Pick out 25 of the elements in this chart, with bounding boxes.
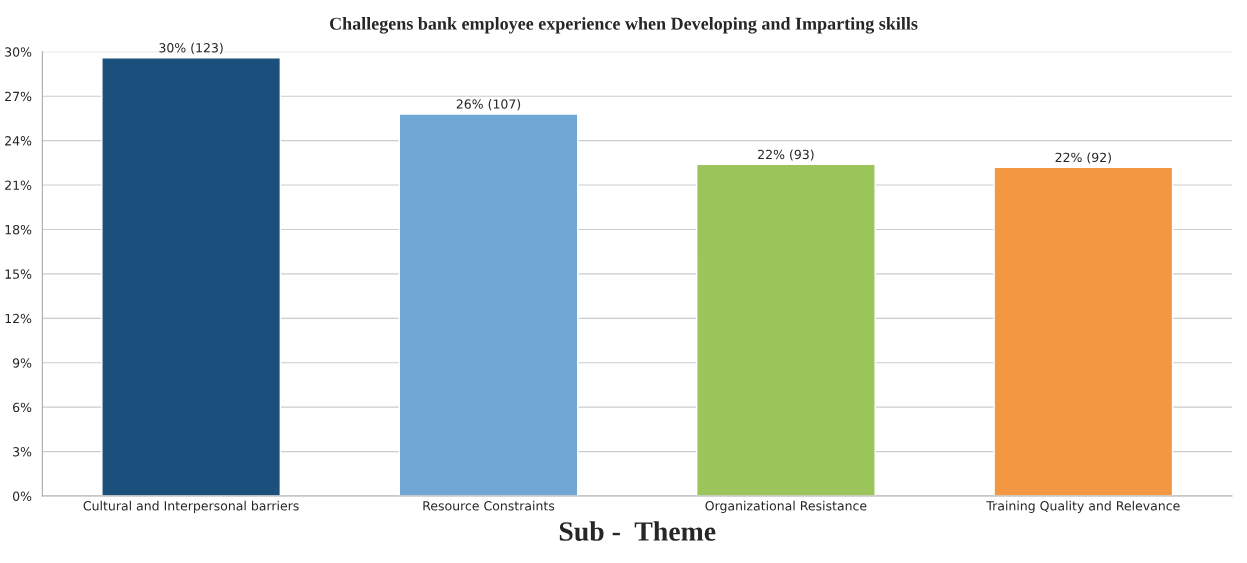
x-tick-label: Organizational Resistance — [705, 500, 867, 513]
x-tick-label: Cultural and Interpersonal barriers — [83, 500, 299, 513]
chart-title: Challegens bank employee experience when Developing and Imparting skills — [329, 17, 918, 34]
x-tick-label: Training Quality and Relevance — [986, 500, 1180, 513]
y-tick-label: 24% — [5, 136, 32, 146]
data-label: 26% (107) — [456, 99, 521, 111]
y-tick-label: 18% — [5, 224, 32, 235]
x-tick-label: Resource Constraints — [423, 500, 555, 511]
bar — [398, 113, 579, 496]
x-axis-title: Sub - Theme — [559, 521, 716, 541]
y-tick-label: 27% — [5, 91, 32, 102]
bar — [101, 57, 282, 496]
y-tick-label: 15% — [5, 269, 32, 279]
y-tick-label: 21% — [5, 180, 32, 190]
data-label: 22% (93) — [758, 149, 814, 161]
y-tick-label: 12% — [5, 313, 32, 324]
y-tick-label: 30% — [5, 47, 32, 57]
data-label: 22% (92) — [1055, 152, 1111, 164]
data-label: 30% (123) — [159, 42, 223, 54]
bar — [993, 166, 1174, 496]
y-tick-label: 9% — [12, 358, 32, 368]
y-tick-label: 6% — [13, 402, 32, 413]
y-tick-label: 3% — [13, 447, 32, 457]
y-tick-label: 0% — [12, 491, 32, 501]
bar — [696, 163, 876, 496]
